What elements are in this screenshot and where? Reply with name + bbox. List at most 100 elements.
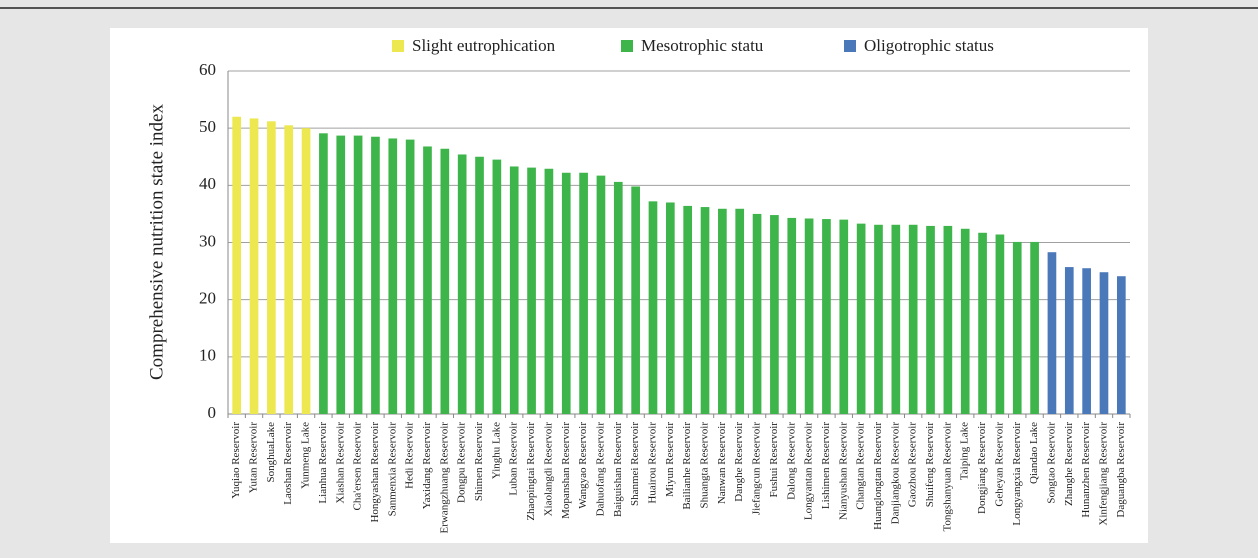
x-tick-label: Baiguishan Reservoir (612, 422, 624, 517)
bar (804, 218, 814, 414)
bar (822, 219, 831, 414)
x-tick-label: Dongpu Reservoir (456, 422, 468, 503)
bar (371, 136, 380, 414)
x-tick-label: Danghe Reservoir (733, 422, 745, 502)
bar (735, 208, 745, 414)
x-tick-label: Xinfengjiang Reservoir (1098, 422, 1110, 526)
x-tick-label: Hongyashan Reservoir (369, 422, 381, 523)
x-tick-label: Xiaolangdi Reservoir (542, 422, 554, 517)
bar (1116, 276, 1126, 414)
x-tick-label: Shanmei Reservoir (629, 422, 641, 506)
bar (700, 207, 710, 414)
x-tick-label: Erwangzhuang Reservoir (438, 422, 450, 534)
x-tick-label: Zhaopingtai Reservoir (525, 422, 537, 521)
x-tick-label: Xiashan Reservoir (334, 422, 346, 504)
legend-swatch (392, 40, 404, 52)
x-tick-label: Geheyan Reservoir (993, 422, 1005, 507)
y-tick-label: 30 (199, 231, 216, 250)
x-tick-label: Miyun Reservoir (664, 422, 676, 497)
x-tick-label: Yinghu Lake (490, 422, 502, 479)
bar (926, 225, 935, 414)
x-tick-label: Yunmeng Lake (300, 422, 312, 489)
bar (579, 172, 588, 414)
x-tick-label: Qiandao Lake (1028, 422, 1040, 484)
bar (787, 217, 797, 414)
bar (301, 128, 311, 414)
bar (492, 159, 502, 414)
bar (319, 133, 328, 415)
x-tick-label: Dalong Reservoir (785, 422, 797, 500)
legend-label: Mesotrophic statu (641, 36, 764, 55)
x-tick-label: Bailianhe Reservoir (681, 422, 693, 510)
x-tick-label: Hedi Reservoir (404, 422, 416, 489)
x-tick-label: Shimen Reservoir (473, 422, 485, 501)
x-tick-label: Lianhua Reservoir (317, 422, 329, 504)
y-tick-label: 20 (199, 289, 216, 308)
bar (978, 232, 987, 414)
bar (527, 167, 536, 414)
x-tick-label: Longyangxia Reservoir (1011, 422, 1023, 526)
bar (613, 181, 623, 414)
x-tick-label: Tongshanyuan Reservoir (941, 422, 953, 532)
x-tick-label: Taiping Lake (959, 422, 971, 480)
bar (388, 138, 398, 414)
x-tick-label: Changtan Reservoir (855, 422, 867, 510)
x-tick-label: Cha'ersen Reservoir (352, 422, 364, 511)
x-tick-label: Laoshan Reservoir (282, 422, 294, 505)
x-tick-label: Fushui Reservoir (768, 422, 780, 498)
bar (874, 224, 883, 414)
y-tick-label: 10 (199, 346, 216, 365)
x-tick-label: Luban Reservoir (508, 422, 520, 496)
bar (752, 213, 762, 414)
x-tick-label: Dongjiang Reservoir (976, 422, 988, 514)
bar (457, 154, 467, 415)
bar (648, 201, 658, 414)
legend-swatch (844, 40, 856, 52)
bar (665, 202, 675, 414)
bar (770, 215, 779, 414)
x-tick-label: Wangyao Reservoir (577, 422, 589, 509)
bar (908, 224, 918, 414)
x-tick-label: Daguangba Reservoir (1115, 422, 1127, 518)
bar (423, 146, 432, 414)
bar (353, 135, 363, 414)
x-tick-label: Sanmenxia Reservoir (386, 422, 398, 517)
bar (839, 219, 849, 414)
x-tick-label: Gaozhou Reservoir (907, 422, 919, 508)
x-tick-label: Songtao Reservoir (1045, 422, 1057, 504)
bar (336, 135, 346, 414)
x-tick-label: Shuangta Reservoir (699, 422, 711, 509)
bar (683, 205, 693, 414)
x-tick-label: Shuifeng Reservoir (924, 422, 936, 508)
bar (856, 223, 866, 414)
x-tick-label: Huanglongtan Reservoir (872, 422, 884, 530)
bar (1099, 272, 1109, 414)
y-tick-label: 0 (208, 403, 217, 422)
bar (440, 148, 450, 414)
bar (943, 225, 953, 414)
y-tick-label: 50 (199, 117, 216, 136)
bar (1064, 267, 1074, 414)
bar (475, 156, 484, 414)
x-tick-label: Jiefangcun Reservoir (751, 422, 763, 515)
x-tick-label: Lishimen Reservoir (820, 422, 832, 509)
y-tick-label: 40 (199, 174, 216, 193)
legend-swatch (621, 40, 633, 52)
bar (1082, 268, 1091, 414)
bar (284, 125, 294, 414)
x-tick-label: Nanwan Reservoir (716, 422, 728, 505)
x-tick-label: Zhanghe Reservoir (1063, 422, 1075, 506)
x-tick-label: Nianyushan Reservoir (837, 422, 849, 520)
bar (509, 166, 519, 414)
x-tick-label: Danjiangkou Reservoir (889, 422, 901, 525)
bar (631, 186, 640, 414)
bar (249, 118, 259, 414)
x-tick-label: Longyantan Reservoir (803, 422, 815, 520)
bar (1012, 241, 1022, 414)
legend-label: Slight eutrophication (412, 36, 556, 55)
bar (960, 228, 970, 414)
x-tick-label: Yaxidang Reservoir (421, 422, 433, 510)
x-tick-label: Huairou Reservoir (647, 422, 659, 504)
y-tick-label: 60 (199, 60, 216, 79)
